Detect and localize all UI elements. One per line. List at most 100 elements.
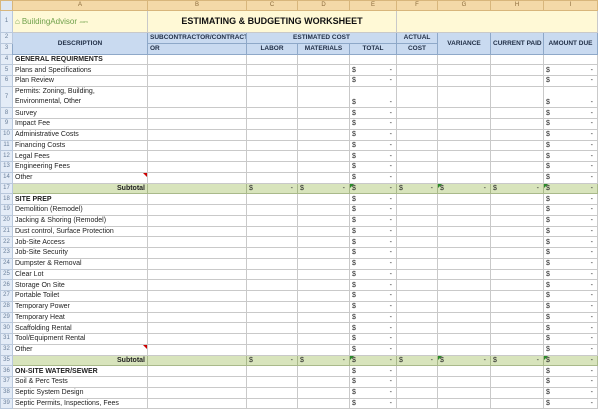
row-header[interactable]: 26 [0, 279, 13, 291]
cell[interactable] [437, 279, 491, 291]
cell[interactable] [490, 107, 544, 119]
money-cell[interactable]: $ - [349, 290, 397, 302]
row-header[interactable]: 5 [0, 64, 13, 76]
cell[interactable] [437, 257, 491, 270]
cell[interactable] [147, 386, 247, 399]
money-cell[interactable]: $ - [543, 386, 598, 399]
cell[interactable] [396, 365, 438, 377]
cell[interactable] [490, 300, 544, 313]
cell[interactable] [396, 343, 438, 356]
money-cell[interactable]: $ - [543, 204, 598, 216]
money-cell[interactable]: $ - [349, 386, 397, 399]
cell[interactable] [246, 257, 298, 270]
select-all-button[interactable] [0, 0, 13, 11]
description-cell[interactable]: GENERAL REQUIRMENTS [12, 53, 148, 66]
cell[interactable] [396, 257, 438, 270]
cell[interactable] [246, 150, 298, 162]
cell[interactable] [396, 139, 438, 152]
cell[interactable] [396, 386, 438, 399]
money-cell[interactable]: $ - [297, 182, 350, 195]
cell[interactable] [490, 171, 544, 184]
description-cell[interactable]: Job-Site Access [12, 236, 148, 248]
column-header-E[interactable]: E [349, 0, 397, 11]
cell[interactable] [396, 333, 438, 345]
money-cell[interactable]: $ - [543, 139, 598, 152]
money-cell[interactable]: $ - [349, 64, 397, 76]
cell[interactable] [147, 268, 247, 281]
row-header[interactable]: 3 [0, 42, 13, 55]
money-cell[interactable]: $ - [437, 182, 491, 195]
description-cell[interactable]: Dust control, Surface Protection [12, 225, 148, 238]
cell[interactable] [490, 236, 544, 248]
cell[interactable] [437, 118, 491, 130]
description-cell[interactable]: Plan Review [12, 75, 148, 87]
cell[interactable] [297, 150, 350, 162]
cell[interactable] [297, 193, 350, 205]
header-amount-due[interactable]: AMOUNT DUE [543, 32, 598, 55]
row-header[interactable]: 27 [0, 290, 13, 302]
cell[interactable] [297, 118, 350, 130]
money-cell[interactable]: $ - [349, 193, 397, 205]
money-cell[interactable]: $ - [396, 354, 438, 367]
subtotal-label[interactable]: Subtotal [12, 182, 148, 195]
row-header[interactable]: 24 [0, 257, 13, 270]
description-cell[interactable]: Clear Lot [12, 268, 148, 281]
cell[interactable] [490, 139, 544, 152]
cell[interactable] [396, 107, 438, 119]
money-cell[interactable]: $ - [349, 75, 397, 87]
subtotal-label[interactable]: Subtotal [12, 354, 148, 367]
money-cell[interactable]: $ - [349, 376, 397, 388]
cell[interactable] [246, 193, 298, 205]
cell[interactable] [246, 107, 298, 119]
cell[interactable] [396, 300, 438, 313]
money-cell[interactable]: $ - [490, 354, 544, 367]
cell[interactable] [147, 150, 247, 162]
row-header[interactable]: 17 [0, 182, 13, 195]
money-cell[interactable]: $ - [246, 182, 298, 195]
money-cell[interactable]: $ - [543, 150, 598, 162]
cell[interactable] [246, 128, 298, 141]
cell[interactable] [297, 107, 350, 119]
description-cell[interactable]: Temporary Power [12, 300, 148, 313]
cell[interactable] [437, 376, 491, 388]
cell[interactable] [147, 193, 247, 205]
cell[interactable] [437, 85, 491, 109]
cell[interactable] [147, 333, 247, 345]
cell[interactable] [437, 311, 491, 324]
cell[interactable] [147, 354, 247, 367]
cell[interactable] [147, 257, 247, 270]
money-cell[interactable]: $ - [349, 171, 397, 184]
cell[interactable] [147, 214, 247, 227]
row-header[interactable]: 10 [0, 128, 13, 141]
money-cell[interactable]: $ - [543, 75, 598, 87]
cell[interactable] [396, 279, 438, 291]
cell[interactable] [246, 322, 298, 334]
cell[interactable] [437, 107, 491, 119]
row-header[interactable]: 31 [0, 333, 13, 345]
money-cell[interactable]: $ - [349, 107, 397, 119]
description-cell[interactable]: Scaffolding Rental [12, 322, 148, 334]
money-cell[interactable]: $ - [543, 354, 598, 367]
cell[interactable] [297, 300, 350, 313]
column-header-G[interactable]: G [437, 0, 491, 11]
money-cell[interactable]: $ - [349, 247, 397, 259]
description-cell[interactable]: Permits: Zoning, Building, Environmental,… [12, 85, 148, 109]
cell[interactable] [437, 322, 491, 334]
cell[interactable] [490, 311, 544, 324]
cell[interactable] [246, 386, 298, 399]
row-header[interactable]: 25 [0, 268, 13, 281]
cell[interactable] [147, 128, 247, 141]
money-cell[interactable]: $ - [349, 311, 397, 324]
cell[interactable] [246, 311, 298, 324]
cell[interactable] [246, 247, 298, 259]
cell[interactable] [297, 279, 350, 291]
money-cell[interactable]: $ - [349, 257, 397, 270]
cell[interactable] [490, 64, 544, 76]
description-cell[interactable]: Temporary Heat [12, 311, 148, 324]
cell[interactable] [297, 139, 350, 152]
column-header-F[interactable]: F [396, 0, 438, 11]
money-cell[interactable]: $ - [349, 150, 397, 162]
row-header[interactable]: 29 [0, 311, 13, 324]
description-cell[interactable]: SITE PREP [12, 193, 148, 205]
row-header[interactable]: 28 [0, 300, 13, 313]
